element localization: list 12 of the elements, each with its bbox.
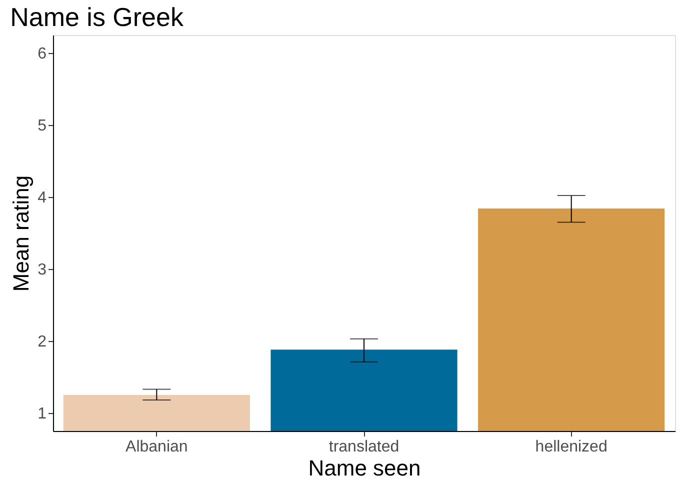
y-tick-label: 4 — [38, 190, 47, 206]
x-axis-title: Name seen — [308, 456, 421, 480]
y-tick-label: 6 — [38, 46, 47, 62]
y-tick-label: 2 — [38, 334, 47, 350]
y-tick-label: 5 — [38, 118, 47, 134]
chart-title: Name is Greek — [10, 2, 184, 32]
x-tick-label: Albanian — [126, 438, 188, 456]
x-tick-label: hellenized — [535, 438, 608, 456]
y-axis-title: Mean rating — [8, 175, 34, 292]
x-tick-label: translated — [328, 438, 400, 456]
y-tick-label: 1 — [38, 406, 47, 422]
y-tick-label: 3 — [38, 262, 47, 278]
